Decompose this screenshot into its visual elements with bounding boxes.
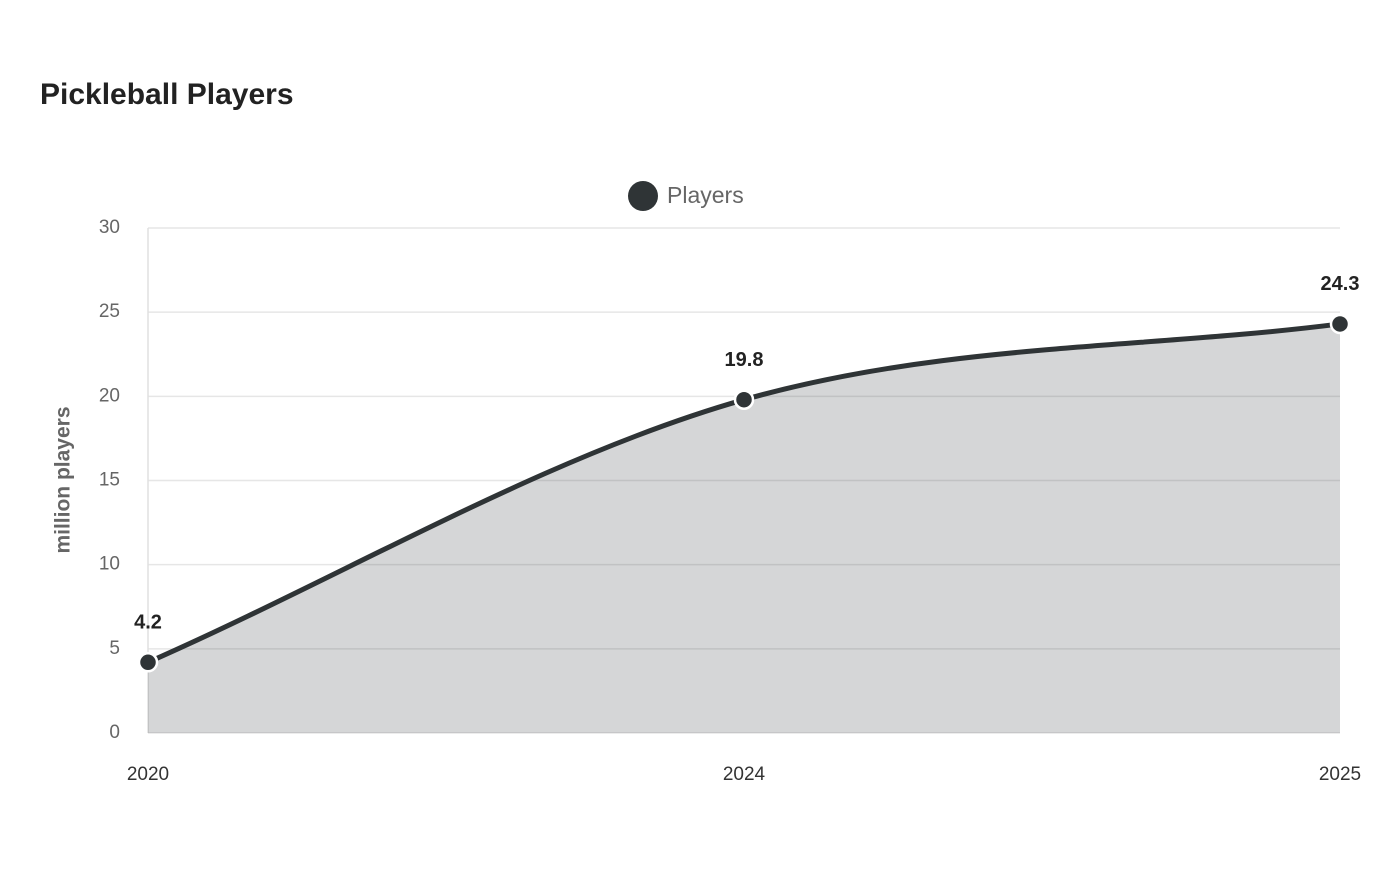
data-label: 4.2 [134, 612, 162, 634]
point [733, 389, 755, 410]
x-tick-label: 2024 [723, 764, 766, 785]
y-tick-label: 20 [99, 385, 120, 406]
data-label: 24.3 [1321, 273, 1360, 295]
y-tick-label: 0 [109, 722, 120, 743]
point [137, 652, 159, 673]
legend-swatch [628, 181, 658, 211]
y-tick-label: 5 [109, 638, 120, 659]
legend-label: Players [667, 182, 744, 208]
y-tick-label: 30 [99, 217, 120, 238]
x-tick-label: 2025 [1319, 764, 1361, 785]
point [1329, 313, 1351, 335]
y-tick-label: 10 [99, 554, 120, 575]
y-tick-label: 15 [99, 470, 120, 491]
y-tick-label: 25 [99, 301, 120, 322]
y-axis-label: million players [52, 406, 75, 553]
data-label: 19.8 [725, 349, 764, 371]
chart-title: Pickleball Players [40, 78, 294, 111]
x-tick-label: 2020 [127, 764, 169, 785]
area-fill [148, 323, 1340, 733]
